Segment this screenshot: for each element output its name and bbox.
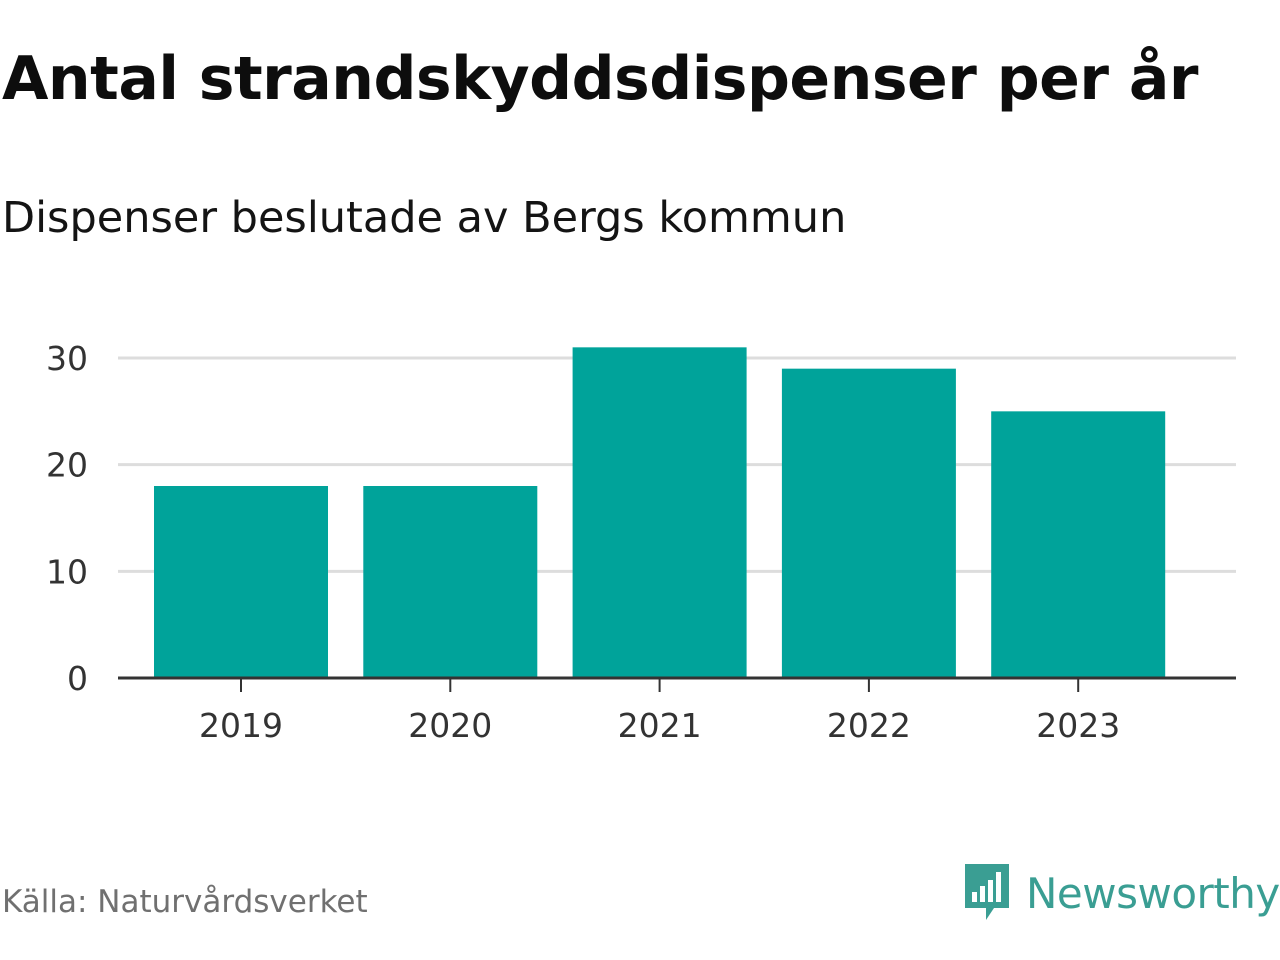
y-tick-label-10: 10 (46, 552, 88, 591)
chart-subtitle: Dispenser beslutade av Bergs kommun (2, 193, 847, 243)
x-tick-label-2022: 2022 (827, 706, 911, 745)
x-tick-label-2019: 2019 (199, 706, 283, 745)
y-tick-label-20: 20 (46, 446, 88, 485)
bar-2019 (154, 486, 328, 678)
axes: 0 10 20 30 2019 2020 2021 2022 2023 (46, 339, 1236, 745)
brand-logo: Newsworthy (962, 862, 1280, 924)
bar-2020 (363, 486, 538, 678)
x-tick-label-2023: 2023 (1036, 706, 1120, 745)
bars (154, 347, 1166, 678)
x-tick-label-2021: 2021 (618, 706, 702, 745)
y-tick-label-0: 0 (67, 659, 88, 698)
bar-2022 (781, 368, 956, 678)
x-tick-label-2020: 2020 (408, 706, 492, 745)
bar-2021 (572, 347, 747, 678)
chart-title: Antal strandskyddsdispenser per år (2, 44, 1198, 114)
source-note: Källa: Naturvårdsverket (2, 884, 368, 920)
newsworthy-logo-icon (965, 864, 1009, 920)
brand-name: Newsworthy (1026, 868, 1280, 918)
bar-2023 (991, 411, 1166, 678)
y-tick-label-30: 30 (46, 339, 88, 378)
